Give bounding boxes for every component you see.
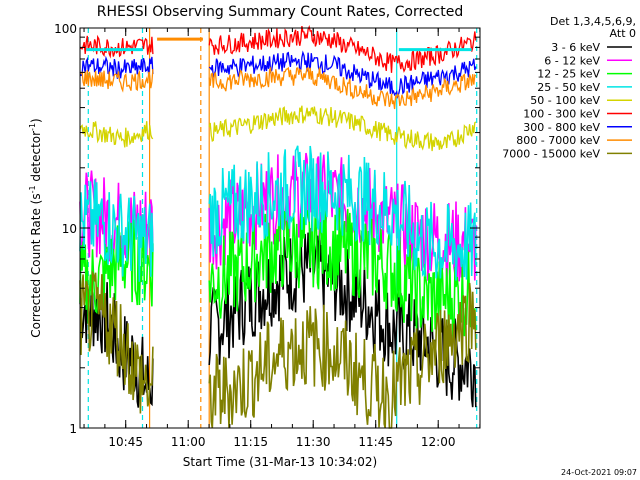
y-tick-label-2: 10 [62,222,77,236]
legend-label-8: 800 - 7000 keV [516,134,600,147]
x-tick-label-5: 11:45 [358,435,393,449]
chart-title: RHESSI Observing Summary Count Rates, Co… [97,4,463,20]
y-axis-label-tail: ) [29,118,43,123]
legend-label-4: 25 - 50 keV [537,81,600,94]
series-line-5 [79,105,477,152]
x-axis-label: Start Time (31-Mar-13 10:34:02) [183,455,377,469]
series-line-4 [79,145,477,282]
legend-label-2: 6 - 12 keV [544,54,600,67]
series-line-8 [79,66,477,110]
x-tick-label-6: 12:00 [421,435,456,449]
x-tick-label-1: 10:45 [108,435,143,449]
y-axis-label-sup-2: -1 [28,123,37,131]
legend-label-7: 300 - 800 keV [523,121,600,134]
legend-label-1: 3 - 6 keV [551,41,600,54]
y-axis-label: Corrected Count Rate (s-1 detector-1) [28,118,43,337]
legend-label-3: 12 - 25 keV [537,68,600,81]
x-tick-label-3: 11:15 [233,435,268,449]
axes: 10:45 11:00 11:15 11:30 11:45 12:00 1 10 100 [54,22,481,449]
y-axis-label-sup-1: -1 [28,185,37,193]
legend-label-5: 50 - 100 keV [530,94,600,107]
footer-timestamp: 24-Oct-2021 09:07 [561,468,637,477]
series-line-9 [79,269,477,429]
y-tick-label-1: 1 [69,422,77,436]
legend-label-9: 7000 - 15000 keV [502,147,600,160]
legend-label-6: 100 - 300 keV [523,108,600,121]
x-tick-label-4: 11:30 [296,435,331,449]
legend-header-line-1: Det 1,3,4,5,6,9, [550,15,636,28]
y-tick-label-3: 100 [54,22,77,36]
x-tick-label-2: 11:00 [171,435,206,449]
y-axis-label-mid: detector [29,131,43,186]
y-axis-label-prefix: Corrected Count Rate (s [29,193,43,337]
legend-header-line-2: Att 0 [610,27,636,40]
series-line-6 [79,25,477,73]
plot-area [79,25,478,429]
